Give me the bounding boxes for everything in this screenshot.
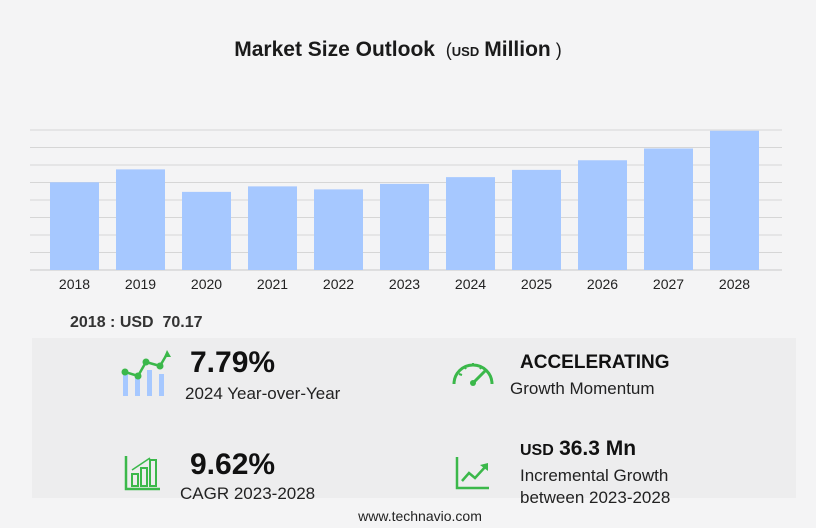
x-tick-label: 2024 (455, 276, 486, 292)
x-tick-label: 2019 (125, 276, 156, 292)
bar-2022 (314, 189, 363, 270)
x-tick-label: 2026 (587, 276, 618, 292)
chart-title-unit: (USD Million ) (440, 38, 562, 61)
bar-2027 (644, 148, 693, 270)
title-unit: Million (484, 38, 551, 61)
incremental-label-line1: Incremental Growth (520, 466, 669, 485)
incremental-unit: USD (520, 442, 554, 459)
incremental-label-line2: between 2023-2028 (520, 488, 671, 507)
incremental-value: 36.3 Mn (559, 437, 637, 460)
cagr-label-wrap: CAGR 2023-2028 (180, 484, 315, 504)
bar-2019 (116, 169, 165, 270)
cagr-label: CAGR 2023-2028 (180, 484, 316, 503)
yoy-value: 7.79% (190, 346, 276, 379)
trend-up-icon (455, 457, 489, 490)
x-tick-label: 2021 (257, 276, 288, 292)
bar-2021 (248, 186, 297, 270)
chart-title: Market Size Outlook (USD Million ) (0, 38, 796, 62)
chart-title-text: Market Size Outlook (234, 38, 435, 61)
x-tick-label: 2027 (653, 276, 684, 292)
reference-label: 2018 : USD (70, 314, 154, 331)
momentum-stat: ACCELERATING (520, 352, 670, 374)
incremental-label-wrap: Incremental Growth between 2023-2028 (520, 466, 670, 508)
bar-2020 (182, 191, 231, 270)
yoy-label-wrap: 2024 Year-over-Year (185, 384, 340, 404)
cagr-stat: 9.62% (190, 450, 275, 480)
x-tick-label: 2020 (191, 276, 222, 292)
footer-url[interactable]: www.technavio.com (358, 508, 482, 524)
title-unit-prefix: USD (451, 44, 480, 59)
bar-2024 (446, 177, 495, 270)
momentum-label: Growth Momentum (510, 379, 655, 398)
growth-chart-icon (121, 350, 171, 396)
momentum-value: ACCELERATING (520, 352, 670, 373)
incremental-stat: USD 36.3 Mn (520, 437, 636, 461)
x-tick-label: 2028 (719, 276, 750, 292)
bar-2025 (512, 169, 561, 270)
x-tick-label: 2018 (59, 276, 90, 292)
bar-chart-icon (124, 456, 160, 491)
bar-2026 (578, 160, 627, 270)
speedometer-icon (452, 363, 494, 386)
bar-2023 (380, 183, 429, 270)
bar-2028 (710, 130, 759, 270)
cagr-value: 9.62% (190, 448, 276, 481)
x-tick-label: 2025 (521, 276, 552, 292)
reference-value: 2018 : USD 70.17 (70, 314, 203, 332)
bar-2018 (50, 182, 99, 270)
x-tick-label: 2023 (389, 276, 420, 292)
x-tick-label: 2022 (323, 276, 354, 292)
momentum-label-wrap: Growth Momentum (510, 379, 655, 399)
yoy-label: 2024 Year-over-Year (185, 384, 341, 403)
yoy-stat: 7.79% (190, 348, 275, 378)
bar-chart: 2018 2019 2020 2021 2022 2023 2024 2025 2026 2027… (30, 129, 782, 292)
reference-number: 70.17 (162, 314, 203, 331)
